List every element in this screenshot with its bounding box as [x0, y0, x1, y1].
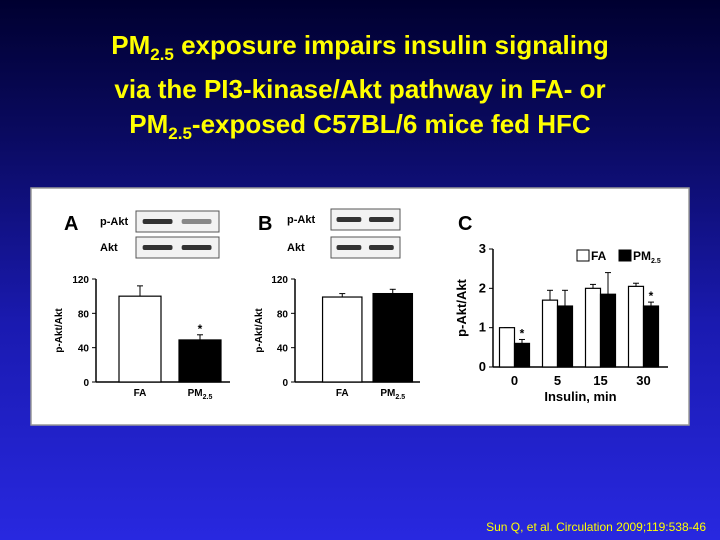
y-axis-label: p-Akt/Akt [454, 278, 469, 336]
y-tick-label: 80 [78, 309, 90, 320]
blot-label: p-Akt [100, 216, 128, 228]
subscript: 2.5 [203, 394, 213, 401]
title-line: PM2.5 exposure impairs insulin signaling [0, 28, 720, 72]
x-tick-label: PM2.5 [188, 388, 213, 401]
bar [513, 342, 531, 368]
subscript: 2.5 [395, 394, 405, 401]
legend-swatch [576, 249, 590, 262]
bar [178, 339, 222, 383]
title-text: exposure impairs insulin signaling [173, 30, 609, 60]
title-text: PM [129, 109, 169, 139]
x-tick-label: 0 [511, 373, 518, 388]
panel-letter: C [458, 213, 472, 235]
blot-label: Akt [100, 242, 118, 254]
y-tick-label: 0 [83, 378, 89, 389]
x-tick-label: PM2.5 [380, 388, 405, 401]
bar [642, 305, 660, 368]
blot-band [368, 217, 394, 222]
panel-letter: B [258, 213, 272, 235]
legend-label: PM2.5 [633, 249, 661, 265]
y-axis-label: p-Akt/Akt [54, 308, 65, 353]
bar [599, 293, 617, 368]
title-text: PM [111, 30, 151, 60]
y-tick-label: 3 [479, 241, 486, 256]
blot-band [142, 245, 173, 250]
subscript: 2.5 [168, 124, 192, 143]
legend-swatch [618, 249, 632, 262]
blot-frame [330, 208, 401, 231]
y-tick-label: 80 [277, 309, 289, 320]
blot-band [336, 245, 362, 250]
bar [118, 295, 162, 383]
title-line: PM2.5-exposed C57BL/6 mice fed HFC [0, 107, 720, 151]
y-tick-label: 120 [72, 275, 89, 286]
bar [498, 327, 516, 368]
text-part: PM [188, 388, 203, 399]
y-tick-label: 120 [271, 275, 288, 286]
blot-band [181, 245, 212, 250]
blot-label: Akt [287, 242, 305, 254]
bar [584, 287, 602, 368]
y-tick-label: 40 [78, 344, 90, 355]
blot-frame [135, 236, 220, 259]
significance-star: * [198, 322, 203, 336]
blot-band [142, 219, 173, 224]
significance-star: * [649, 289, 654, 303]
y-tick-label: 1 [479, 320, 486, 335]
bar [321, 296, 363, 383]
x-tick-label: FA [336, 388, 349, 399]
x-axis-label: Insulin, min [544, 389, 616, 404]
title-line: via the PI3-kinase/Akt pathway in FA- or [0, 72, 720, 107]
y-tick-label: 0 [282, 378, 288, 389]
panel-letter: A [64, 213, 78, 235]
y-tick-label: 0 [479, 359, 486, 374]
bar [556, 305, 574, 368]
bar [627, 285, 645, 368]
legend-label: FA [591, 249, 607, 263]
x-tick-label: 30 [636, 373, 650, 388]
title-text: -exposed C57BL/6 mice fed HFC [191, 109, 591, 139]
blot-label: p-Akt [287, 214, 315, 226]
text-part: PM [633, 249, 651, 263]
x-tick-label: 5 [554, 373, 561, 388]
blot-band [368, 245, 394, 250]
x-tick-label: FA [134, 388, 147, 399]
title-text: via the PI3-kinase/Akt pathway in FA- or [114, 74, 606, 104]
x-tick-label: 15 [593, 373, 607, 388]
y-tick-label: 40 [277, 344, 289, 355]
blot-band [181, 219, 212, 224]
bar [541, 299, 559, 368]
blot-frame [330, 236, 401, 259]
y-tick-label: 2 [479, 280, 486, 295]
citation: Sun Q, et al. Circulation 2009;119:538-4… [486, 520, 706, 534]
significance-star: * [520, 326, 525, 340]
blot-frame [135, 210, 220, 233]
subscript: 2.5 [651, 258, 661, 265]
subscript: 2.5 [150, 45, 174, 64]
y-axis-label: p-Akt/Akt [254, 308, 265, 353]
blot-band [336, 217, 362, 222]
bar [372, 292, 414, 383]
text-part: PM [380, 388, 395, 399]
slide-title: PM2.5 exposure impairs insulin signaling… [0, 28, 720, 151]
